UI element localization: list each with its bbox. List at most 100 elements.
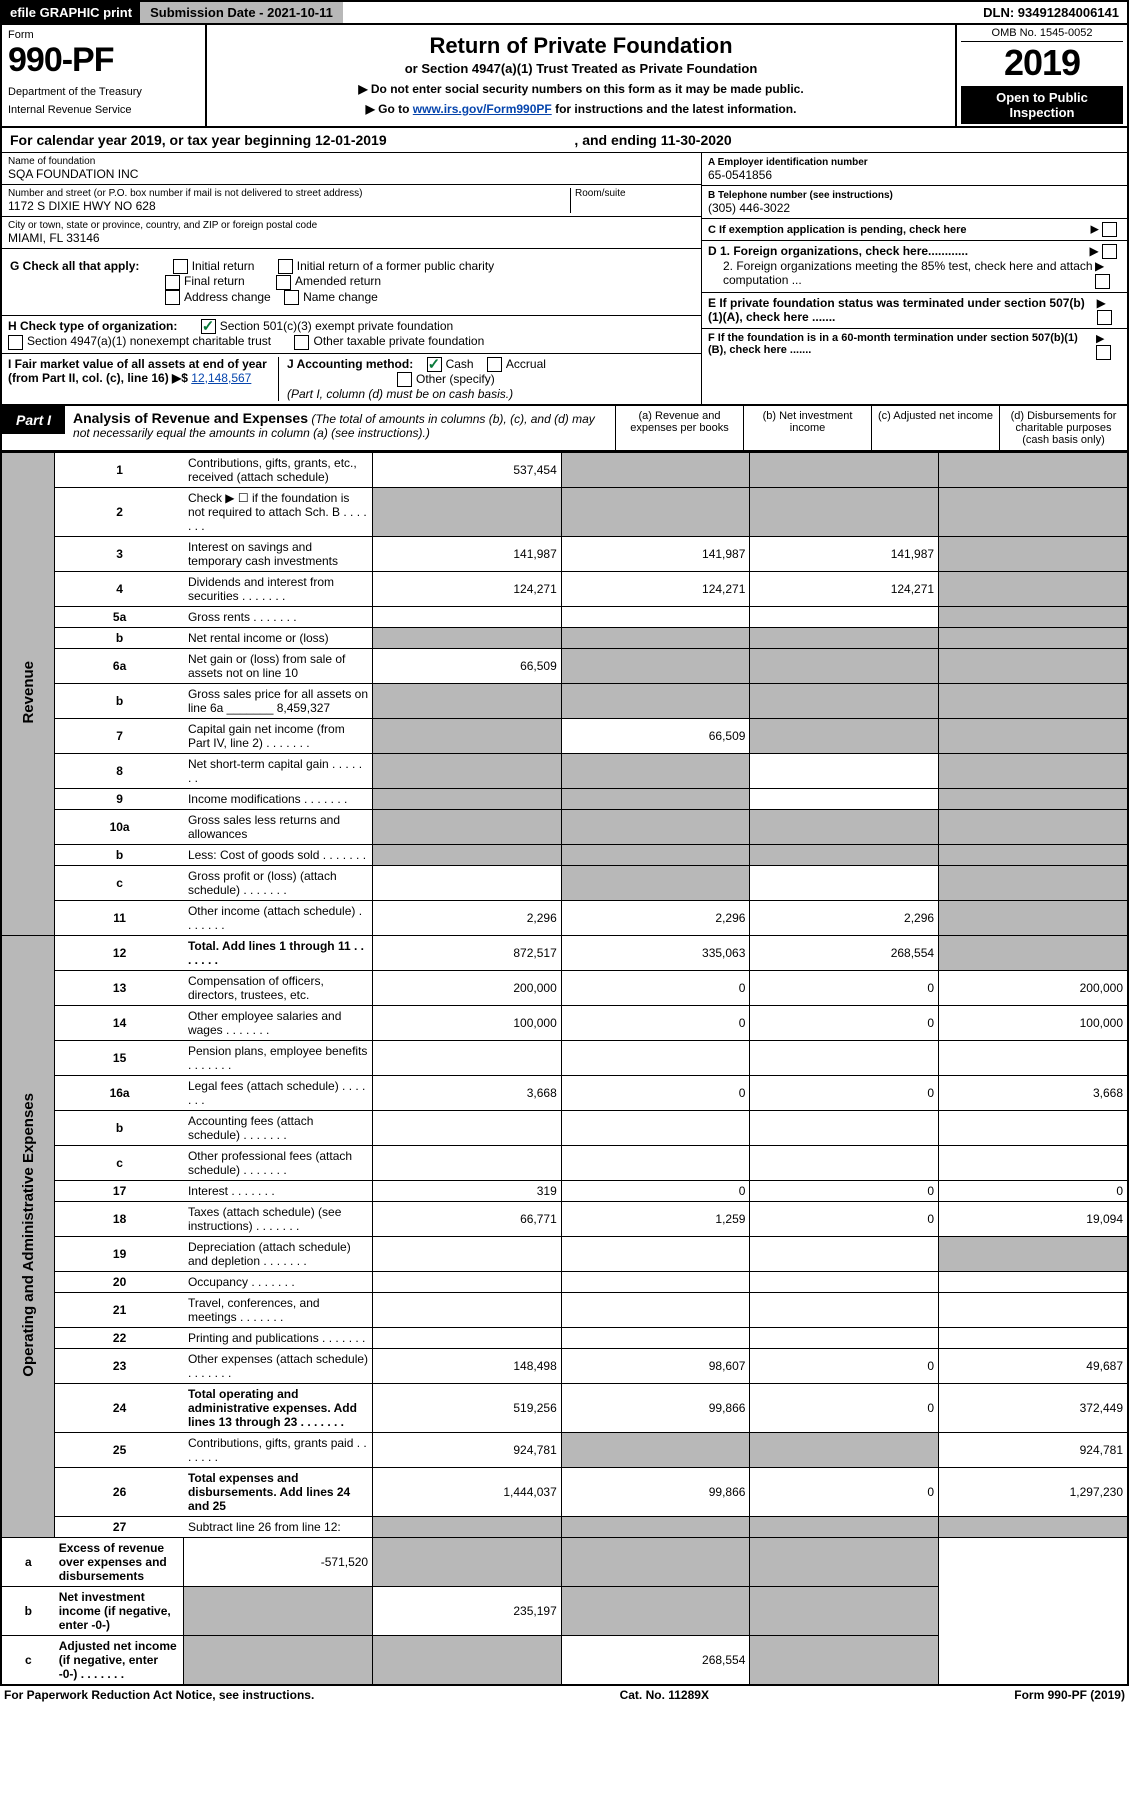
cell-b [561, 607, 750, 628]
cell-c: 0 [750, 1202, 939, 1237]
footer-left: For Paperwork Reduction Act Notice, see … [4, 1688, 314, 1702]
cell-c: 0 [750, 971, 939, 1006]
d2-label: 2. Foreign organizations meeting the 85%… [723, 259, 1095, 288]
cell-c [750, 628, 939, 649]
part-title: Analysis of Revenue and Expenses [73, 410, 308, 426]
cell-b [561, 628, 750, 649]
part-label: Part I [2, 406, 65, 434]
checkbox-d2[interactable] [1095, 274, 1110, 289]
checkbox-other-taxable[interactable] [294, 335, 309, 350]
line-desc: Accounting fees (attach schedule) . . . … [184, 1111, 373, 1146]
line-desc: Contributions, gifts, grants paid . . . … [184, 1433, 373, 1468]
checkbox-501c3[interactable] [201, 319, 216, 334]
line-number: 3 [55, 537, 184, 572]
checkbox-other-method[interactable] [397, 372, 412, 387]
h-label: H Check type of organization: [8, 319, 177, 333]
table-row: 17Interest . . . . . . .319000 [1, 1181, 1128, 1202]
g-label: G Check all that apply: [10, 259, 139, 273]
table-row: 20Occupancy . . . . . . . [1, 1272, 1128, 1293]
table-row: 16aLegal fees (attach schedule) . . . . … [1, 1076, 1128, 1111]
line-desc: Other employee salaries and wages . . . … [184, 1006, 373, 1041]
cell-a [373, 810, 562, 845]
table-row: 11Other income (attach schedule) . . . .… [1, 901, 1128, 936]
table-row: 10aGross sales less returns and allowanc… [1, 810, 1128, 845]
address: 1172 S DIXIE HWY NO 628 [8, 199, 570, 213]
line-number: 4 [55, 572, 184, 607]
cell-a [373, 1146, 562, 1181]
checkbox-d1[interactable] [1102, 244, 1117, 259]
cell-d [939, 1272, 1128, 1293]
line-desc: Interest on savings and temporary cash i… [184, 537, 373, 572]
cell-d [939, 684, 1128, 719]
checkbox-final-return[interactable] [165, 275, 180, 290]
ein: 65-0541856 [708, 168, 1121, 182]
checkbox-4947a1[interactable] [8, 335, 23, 350]
checkbox-amended[interactable] [276, 275, 291, 290]
table-row: 21Travel, conferences, and meetings . . … [1, 1293, 1128, 1328]
cell-c: 268,554 [750, 936, 939, 971]
line-desc: Net investment income (if negative, ente… [55, 1587, 184, 1636]
line-number: 27 [55, 1517, 184, 1538]
cell-b: 66,509 [561, 719, 750, 754]
cell-a [373, 1293, 562, 1328]
cell-b [373, 1636, 562, 1686]
checkbox-initial-return[interactable] [173, 259, 188, 274]
cell-d: 924,781 [939, 1433, 1128, 1468]
line-desc: Taxes (attach schedule) (see instruction… [184, 1202, 373, 1237]
line-number: c [55, 1146, 184, 1181]
checkbox-name-change[interactable] [284, 290, 299, 305]
cell-a [373, 1272, 562, 1293]
cell-d: 0 [939, 1181, 1128, 1202]
table-row: Operating and Administrative Expenses12T… [1, 936, 1128, 971]
cell-d [939, 1237, 1128, 1272]
e-label: E If private foundation status was termi… [708, 296, 1097, 325]
room-label: Room/suite [575, 188, 695, 199]
cell-c: 0 [750, 1468, 939, 1517]
cell-a [373, 1328, 562, 1349]
cell-b [561, 453, 750, 488]
city-label: City or town, state or province, country… [8, 220, 695, 231]
checkbox-accrual[interactable] [487, 357, 502, 372]
form-link[interactable]: www.irs.gov/Form990PF [413, 102, 552, 116]
cell-d: 100,000 [939, 1006, 1128, 1041]
cell-b: 0 [561, 1006, 750, 1041]
table-row: 25Contributions, gifts, grants paid . . … [1, 1433, 1128, 1468]
line-desc: Income modifications . . . . . . . [184, 789, 373, 810]
cell-b [561, 1237, 750, 1272]
line-number: 7 [55, 719, 184, 754]
cell-d [939, 1041, 1128, 1076]
cell-a: 1,444,037 [373, 1468, 562, 1517]
line-number: b [55, 684, 184, 719]
cell-b [561, 1517, 750, 1538]
checkbox-cash[interactable] [427, 357, 442, 372]
line-number: 19 [55, 1237, 184, 1272]
tel-label: B Telephone number (see instructions) [708, 190, 893, 201]
fmv-value: 12,148,567 [191, 371, 251, 385]
checkbox-initial-former[interactable] [278, 259, 293, 274]
addr-label: Number and street (or P.O. box number if… [8, 188, 570, 199]
cell-a: 519,256 [373, 1384, 562, 1433]
cell-a [184, 1587, 373, 1636]
checkbox-f[interactable] [1096, 345, 1111, 360]
checkbox-address-change[interactable] [165, 290, 180, 305]
cell-d [939, 719, 1128, 754]
line-desc: Adjusted net income (if negative, enter … [55, 1636, 184, 1686]
line-desc: Other professional fees (attach schedule… [184, 1146, 373, 1181]
cell-d: 200,000 [939, 971, 1128, 1006]
table-row: 9Income modifications . . . . . . . [1, 789, 1128, 810]
cell-b [561, 1328, 750, 1349]
table-row: bNet rental income or (loss) [1, 628, 1128, 649]
checkbox-c[interactable] [1102, 222, 1117, 237]
col-c: (c) Adjusted net income [871, 406, 999, 450]
cell-b [561, 684, 750, 719]
table-row: cAdjusted net income (if negative, enter… [1, 1636, 1128, 1686]
checkbox-e[interactable] [1097, 310, 1112, 325]
c-label: C If exemption application is pending, c… [708, 224, 967, 236]
line-desc: Net short-term capital gain . . . . . . … [184, 754, 373, 789]
line-desc: Gross rents . . . . . . . [184, 607, 373, 628]
cell-d [750, 1587, 939, 1636]
info-section: Name of foundation SQA FOUNDATION INC Nu… [0, 153, 1129, 406]
cell-a: 537,454 [373, 453, 562, 488]
f-label: F If the foundation is in a 60-month ter… [708, 332, 1096, 360]
line-desc: Interest . . . . . . . [184, 1181, 373, 1202]
